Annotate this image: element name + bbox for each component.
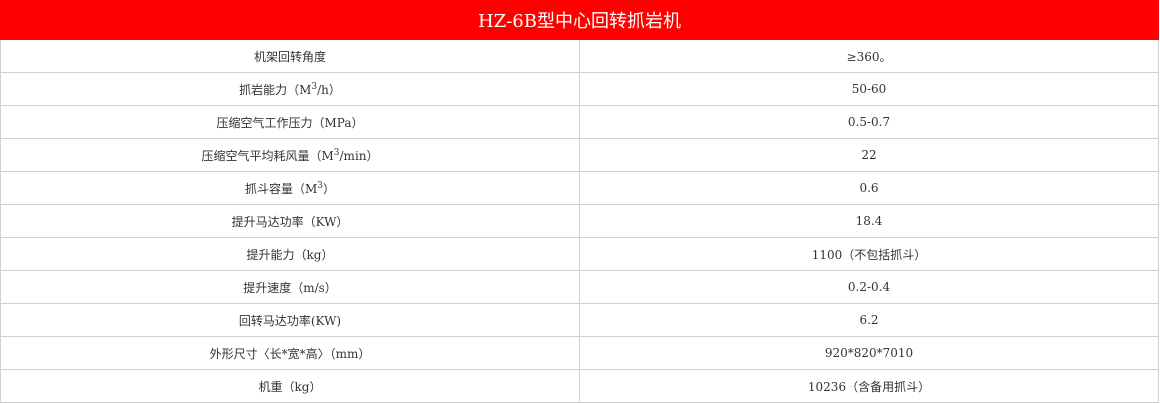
spec-label-unit: ） <box>323 181 336 196</box>
table-header-row: HZ-6B型中心回转抓岩机 <box>0 0 1159 40</box>
spec-label-text: 外形尺寸〈长*宽*高〉（mm） <box>209 346 371 361</box>
spec-label: 提升马达功率（KW） <box>0 204 580 238</box>
table-title: HZ-6B型中心回转抓岩机 <box>0 0 1159 40</box>
spec-label-superscript: 3 <box>333 147 340 158</box>
spec-label-unit: /min） <box>339 148 379 163</box>
spec-label-text: 抓斗容量（M <box>244 181 318 196</box>
table-row: 机架回转角度 ≥360。 <box>0 39 1159 73</box>
table-row: 提升能力（kg） 1100（不包括抓斗） <box>0 237 1159 271</box>
table-body: 机架回转角度 ≥360。 抓岩能力（M3/h） 50-60 压缩空气工作压力（MPa） 0… <box>0 39 1159 403</box>
table-row: 压缩空气平均耗风量（M3/min） 22 <box>0 138 1159 172</box>
spec-value: 18.4 <box>579 204 1159 238</box>
spec-label-text: 提升速度（m/s） <box>243 280 337 295</box>
table-row: 外形尺寸〈长*宽*高〉（mm） 920*820*7010 <box>0 336 1159 370</box>
spec-label: 提升能力（kg） <box>0 237 580 271</box>
spec-value: 10236（含备用抓斗） <box>579 369 1159 403</box>
table-row: 提升马达功率（KW） 18.4 <box>0 204 1159 238</box>
spec-label-superscript: 3 <box>311 81 318 92</box>
table-row: 抓岩能力（M3/h） 50-60 <box>0 72 1159 106</box>
spec-value: 6.2 <box>579 303 1159 337</box>
spec-label-text: 提升能力（kg） <box>246 247 334 262</box>
spec-value: 22 <box>579 138 1159 172</box>
spec-label-text: 压缩空气平均耗风量（M <box>201 148 334 163</box>
spec-value: 1100（不包括抓斗） <box>579 237 1159 271</box>
table-row: 提升速度（m/s） 0.2-0.4 <box>0 270 1159 304</box>
spec-label: 外形尺寸〈长*宽*高〉（mm） <box>0 336 580 370</box>
spec-value: 50-60 <box>579 72 1159 106</box>
spec-label-text: 机架回转角度 <box>253 49 326 64</box>
spec-label: 回转马达功率(KW) <box>0 303 580 337</box>
spec-value: ≥360。 <box>579 39 1159 73</box>
spec-value: 0.6 <box>579 171 1159 205</box>
spec-label: 压缩空气工作压力（MPa） <box>0 105 580 139</box>
spec-value: 0.5-0.7 <box>579 105 1159 139</box>
spec-value: 920*820*7010 <box>579 336 1159 370</box>
spec-label: 抓岩能力（M3/h） <box>0 72 580 106</box>
table-row: 机重（kg） 10236（含备用抓斗） <box>0 369 1159 403</box>
spec-label-text: 提升马达功率（KW） <box>231 214 349 229</box>
spec-label: 压缩空气平均耗风量（M3/min） <box>0 138 580 172</box>
spec-label-superscript: 3 <box>317 180 323 191</box>
spec-label-unit: /h） <box>317 82 341 97</box>
spec-value: 0.2-0.4 <box>579 270 1159 304</box>
table-row: 抓斗容量（M3） 0.6 <box>0 171 1159 205</box>
table-row: 回转马达功率(KW) 6.2 <box>0 303 1159 337</box>
spec-label-text: 机重（kg） <box>258 379 322 394</box>
spec-label: 机架回转角度 <box>0 39 580 73</box>
spec-label-text: 抓岩能力（M <box>239 82 312 97</box>
spec-label: 机重（kg） <box>0 369 580 403</box>
spec-label: 提升速度（m/s） <box>0 270 580 304</box>
table-row: 压缩空气工作压力（MPa） 0.5-0.7 <box>0 105 1159 139</box>
spec-label-text: 回转马达功率(KW) <box>238 313 342 328</box>
spec-label: 抓斗容量（M3） <box>0 171 580 205</box>
spec-label-text: 压缩空气工作压力（MPa） <box>216 115 364 130</box>
